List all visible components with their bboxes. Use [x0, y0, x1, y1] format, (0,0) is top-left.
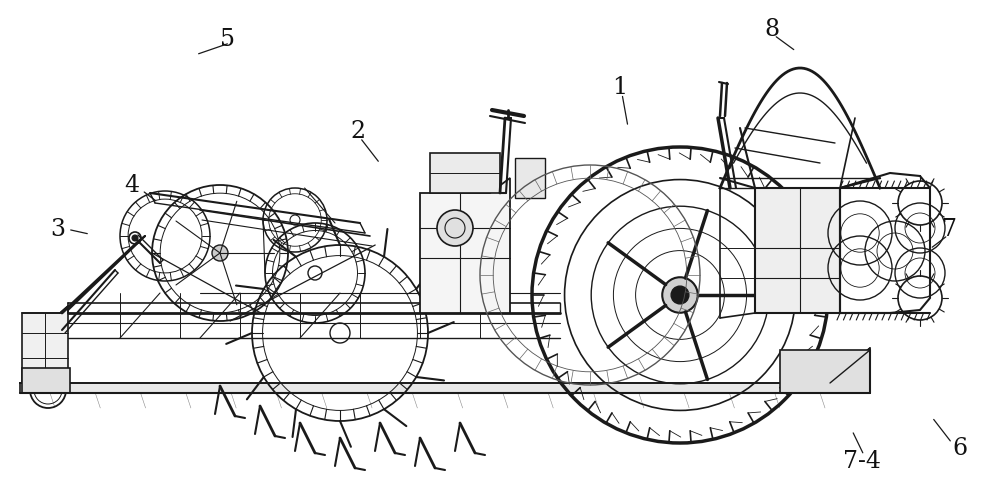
Polygon shape — [22, 368, 70, 393]
Circle shape — [132, 235, 138, 241]
Polygon shape — [780, 350, 870, 393]
Circle shape — [671, 286, 689, 304]
Text: 3: 3 — [50, 218, 66, 241]
Text: 6: 6 — [952, 437, 968, 461]
Polygon shape — [20, 348, 870, 393]
Circle shape — [212, 245, 228, 261]
Text: 4: 4 — [124, 174, 140, 197]
Polygon shape — [22, 306, 68, 383]
Circle shape — [437, 210, 473, 246]
Polygon shape — [420, 178, 510, 313]
Text: 5: 5 — [220, 27, 236, 51]
Polygon shape — [430, 153, 500, 193]
Polygon shape — [515, 158, 545, 198]
Text: 8: 8 — [764, 18, 780, 41]
Text: 7: 7 — [942, 218, 958, 241]
Text: 2: 2 — [350, 120, 366, 143]
Text: 1: 1 — [612, 76, 628, 100]
Text: 7-4: 7-4 — [843, 449, 881, 473]
Circle shape — [662, 277, 698, 313]
Polygon shape — [755, 188, 840, 313]
